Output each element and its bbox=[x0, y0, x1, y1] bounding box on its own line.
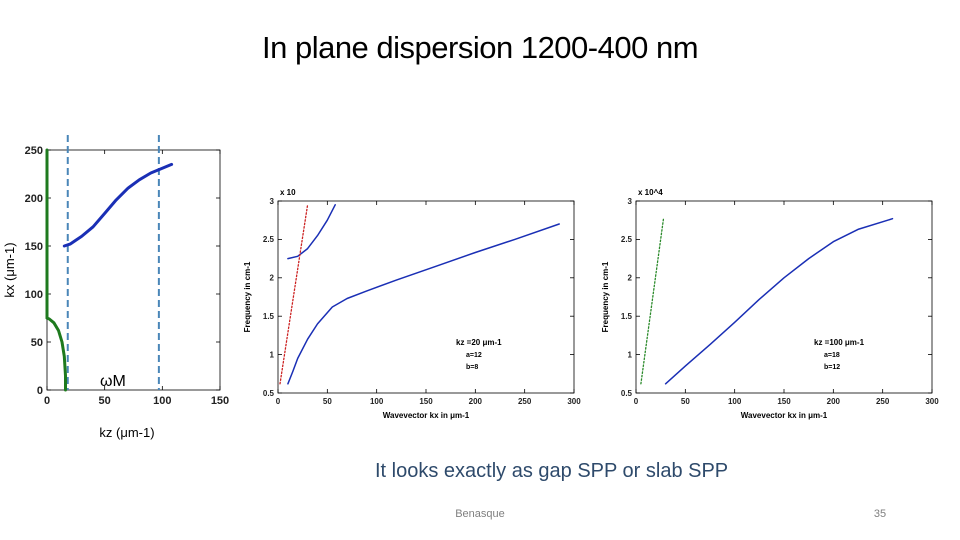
parameter-annotation: kz =100 μm-1 bbox=[814, 338, 865, 347]
y-tick-label: 2 bbox=[628, 274, 633, 283]
x-tick-label: 100 bbox=[728, 397, 742, 406]
slide-caption: It looks exactly as gap SPP or slab SPP bbox=[375, 460, 729, 482]
x-tick-label: 50 bbox=[323, 397, 332, 406]
x-axis-label: Wavevector kx in μm-1 bbox=[383, 411, 470, 420]
parameter-annotation: b=8 bbox=[466, 364, 478, 371]
y-tick-label: 150 bbox=[25, 241, 43, 253]
y-tick-label: 1 bbox=[628, 350, 633, 359]
axis-multiplier: x 10^4 bbox=[638, 188, 663, 197]
x-tick-label: 150 bbox=[777, 397, 791, 406]
y-tick-label: 1 bbox=[270, 350, 275, 359]
slide-title-text: In plane dispersion 1200-400 nm bbox=[261, 30, 699, 65]
series-line-3 bbox=[279, 204, 309, 385]
plot-frame bbox=[635, 200, 933, 394]
x-tick-label: 250 bbox=[876, 397, 890, 406]
y-tick-label: 1.5 bbox=[621, 312, 633, 321]
x-tick-label: 0 bbox=[44, 395, 50, 407]
y-axis-label: Frequency in cm-1 bbox=[601, 261, 610, 332]
y-tick-label: 1.5 bbox=[263, 312, 275, 321]
footer-text: Benasque bbox=[455, 508, 505, 520]
x-tick-label: 300 bbox=[925, 397, 939, 406]
x-tick-label: 50 bbox=[99, 395, 111, 407]
parameter-annotation: a=12 bbox=[466, 352, 482, 359]
x-axis-label: Wavevector kx in μm-1 bbox=[741, 411, 828, 420]
y-tick-label: 50 bbox=[31, 337, 43, 349]
slide-title: In plane dispersion 1200-400 nm bbox=[0, 30, 960, 66]
omega-m-annotation: ωM bbox=[100, 373, 126, 390]
y-tick-label: 2.5 bbox=[621, 235, 633, 244]
x-tick-label: 100 bbox=[370, 397, 384, 406]
y-tick-label: 3 bbox=[270, 197, 275, 206]
chart-dispersion-kz20: 0 50 100 150 200 250 300 0.5 1 1.5 2 2.5 3 x 10 Freque… bbox=[243, 188, 581, 420]
x-tick-label: 150 bbox=[419, 397, 433, 406]
series-line-2 bbox=[45, 148, 67, 392]
x-tick-label: 150 bbox=[211, 395, 229, 407]
y-tick-label: 250 bbox=[25, 145, 43, 157]
y-tick-label: 200 bbox=[25, 193, 43, 205]
y-tick-label: 0.5 bbox=[621, 389, 633, 398]
y-tick-label: 100 bbox=[25, 289, 43, 301]
plot-frame bbox=[277, 200, 575, 394]
y-tick-label: 2 bbox=[270, 274, 275, 283]
series-line-2 bbox=[287, 204, 336, 260]
x-tick-label: 50 bbox=[681, 397, 690, 406]
x-tick-label: 200 bbox=[827, 397, 841, 406]
x-tick-label: 0 bbox=[276, 397, 281, 406]
plot-frame bbox=[46, 149, 221, 391]
series-line-2 bbox=[640, 217, 665, 385]
x-tick-label: 300 bbox=[567, 397, 581, 406]
x-tick-label: 100 bbox=[153, 395, 171, 407]
series-line-1 bbox=[664, 217, 894, 385]
y-axis-label: Frequency in cm-1 bbox=[243, 261, 252, 332]
x-tick-label: 200 bbox=[469, 397, 483, 406]
y-axis-label: kx (μm-1) bbox=[2, 242, 17, 297]
parameter-annotation: b=12 bbox=[824, 364, 840, 371]
x-axis-label: kz (μm-1) bbox=[99, 425, 154, 440]
axis-multiplier: x 10 bbox=[280, 188, 296, 197]
x-tick-label: 0 bbox=[634, 397, 639, 406]
series-line-1 bbox=[62, 162, 174, 248]
page-number: 35 bbox=[873, 508, 887, 520]
parameter-annotation: a=18 bbox=[824, 352, 840, 359]
chart-kx-vs-kz: 0 50 100 150 0 50 100 150 200 250 kx (μm-1) kz (μm-… bbox=[2, 135, 229, 440]
series-line-1 bbox=[287, 223, 560, 385]
y-tick-label: 3 bbox=[628, 197, 633, 206]
parameter-annotation: kz =20 μm-1 bbox=[456, 338, 502, 347]
y-tick-label: 0 bbox=[37, 385, 43, 397]
y-tick-label: 2.5 bbox=[263, 235, 275, 244]
x-tick-label: 250 bbox=[518, 397, 532, 406]
y-tick-label: 0.5 bbox=[263, 389, 275, 398]
chart-dispersion-kz100: 0 50 100 150 200 250 300 0.5 1 1.5 2 2.5 3 x 10^4 Freq… bbox=[601, 188, 939, 420]
